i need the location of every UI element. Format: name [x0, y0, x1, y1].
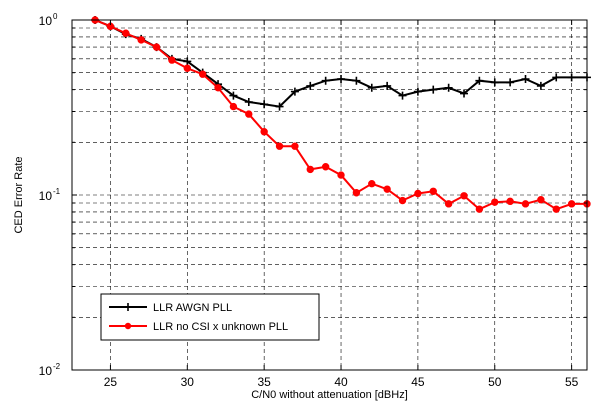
legend: LLR AWGN PLL LLR no CSI x unknown PLL — [100, 293, 320, 341]
data-point — [475, 76, 484, 85]
data-point — [490, 78, 499, 87]
data-point — [321, 163, 330, 171]
data-point — [306, 165, 314, 174]
data-point — [337, 171, 345, 179]
data-point — [552, 73, 561, 82]
data-point — [460, 192, 468, 200]
data-point — [429, 187, 437, 195]
data-point — [321, 76, 330, 85]
data-point — [290, 87, 299, 96]
x-tick-label: 35 — [257, 375, 271, 389]
legend-label: LLR AWGN PLL — [153, 302, 232, 314]
legend-box — [100, 293, 320, 341]
data-point — [198, 70, 207, 78]
x-tick-labels: 25 30 35 40 45 50 55 — [104, 375, 579, 389]
y-axis-label: CED Error Rate — [13, 156, 25, 233]
x-axis-label: C/N0 without attenuation [dBHz] — [251, 389, 408, 401]
data-point — [352, 189, 361, 197]
legend-marker — [124, 322, 132, 330]
data-point — [137, 36, 145, 44]
x-tick-label: 25 — [104, 375, 118, 389]
data-point — [275, 142, 284, 150]
data-point — [260, 127, 268, 136]
data-point — [491, 198, 499, 206]
data-point — [537, 196, 545, 204]
y-tick-label: 10 — [39, 14, 53, 28]
legend-item: LLR AWGN PLL — [109, 302, 232, 314]
x-tick-label: 55 — [565, 375, 579, 389]
data-point — [521, 75, 530, 84]
data-point — [183, 64, 191, 72]
data-point — [183, 57, 192, 66]
data-point — [413, 87, 422, 96]
data-point — [460, 89, 469, 98]
y-tick-exponent: -1 — [53, 187, 61, 196]
data-point — [152, 43, 161, 51]
series-group — [91, 16, 591, 213]
data-point — [383, 81, 392, 90]
data-point — [368, 180, 376, 188]
data-point — [352, 76, 361, 85]
data-point — [414, 189, 422, 198]
y-tick-exponent: 0 — [53, 12, 58, 21]
data-point — [244, 97, 253, 106]
data-point — [122, 29, 130, 37]
legend-label: LLR no CSI x unknown PLL — [153, 321, 288, 333]
data-point — [521, 200, 530, 208]
data-point — [367, 83, 376, 92]
data-point — [444, 83, 453, 92]
data-point — [398, 196, 407, 205]
y-tick-label: 10 — [39, 364, 53, 378]
x-tick-label: 50 — [488, 375, 502, 389]
data-point — [214, 84, 222, 92]
data-point — [552, 205, 560, 213]
data-point — [168, 56, 176, 64]
data-point — [536, 81, 545, 90]
data-point — [567, 200, 576, 208]
data-point — [245, 110, 253, 118]
legend-item: LLR no CSI x unknown PLL — [109, 321, 288, 333]
y-tick-label: 10 — [39, 189, 53, 203]
tick-marks — [72, 20, 587, 371]
data-point — [506, 197, 514, 206]
data-point — [337, 75, 346, 84]
data-point — [260, 100, 269, 109]
data-point — [291, 142, 299, 150]
y-tick-exponent: -2 — [53, 362, 61, 371]
data-point — [475, 205, 484, 213]
x-tick-label: 45 — [411, 375, 425, 389]
data-point — [398, 91, 407, 100]
data-point — [275, 102, 284, 111]
data-point — [444, 200, 453, 208]
data-point — [383, 185, 391, 193]
data-point — [429, 85, 438, 94]
data-point — [306, 81, 315, 90]
series-2 — [91, 16, 591, 213]
legend-marker — [124, 303, 132, 311]
x-tick-label: 30 — [181, 375, 195, 389]
x-tick-label: 40 — [334, 375, 348, 389]
data-point — [229, 102, 238, 111]
data-point — [567, 73, 576, 82]
data-point — [506, 78, 515, 87]
data-point — [229, 91, 238, 100]
